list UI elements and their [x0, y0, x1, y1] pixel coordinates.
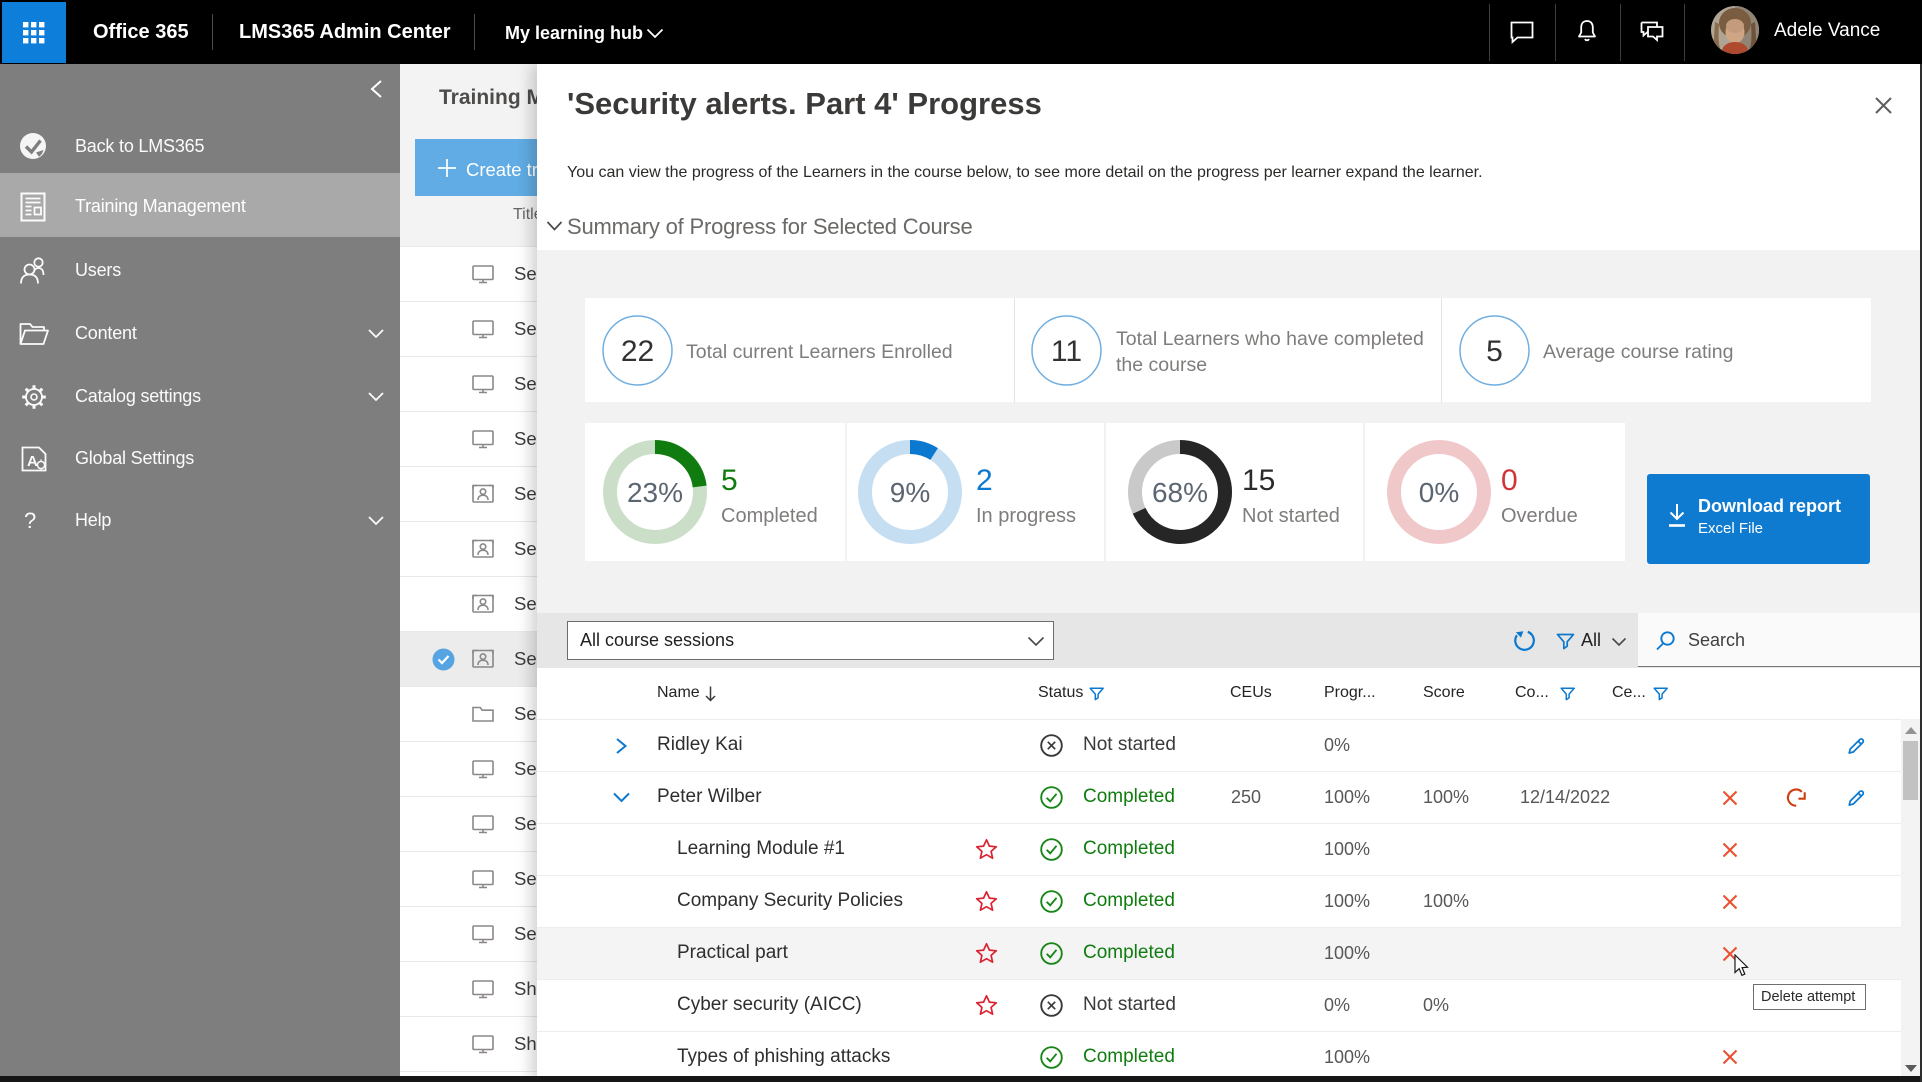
svg-text:A: A — [27, 453, 38, 470]
